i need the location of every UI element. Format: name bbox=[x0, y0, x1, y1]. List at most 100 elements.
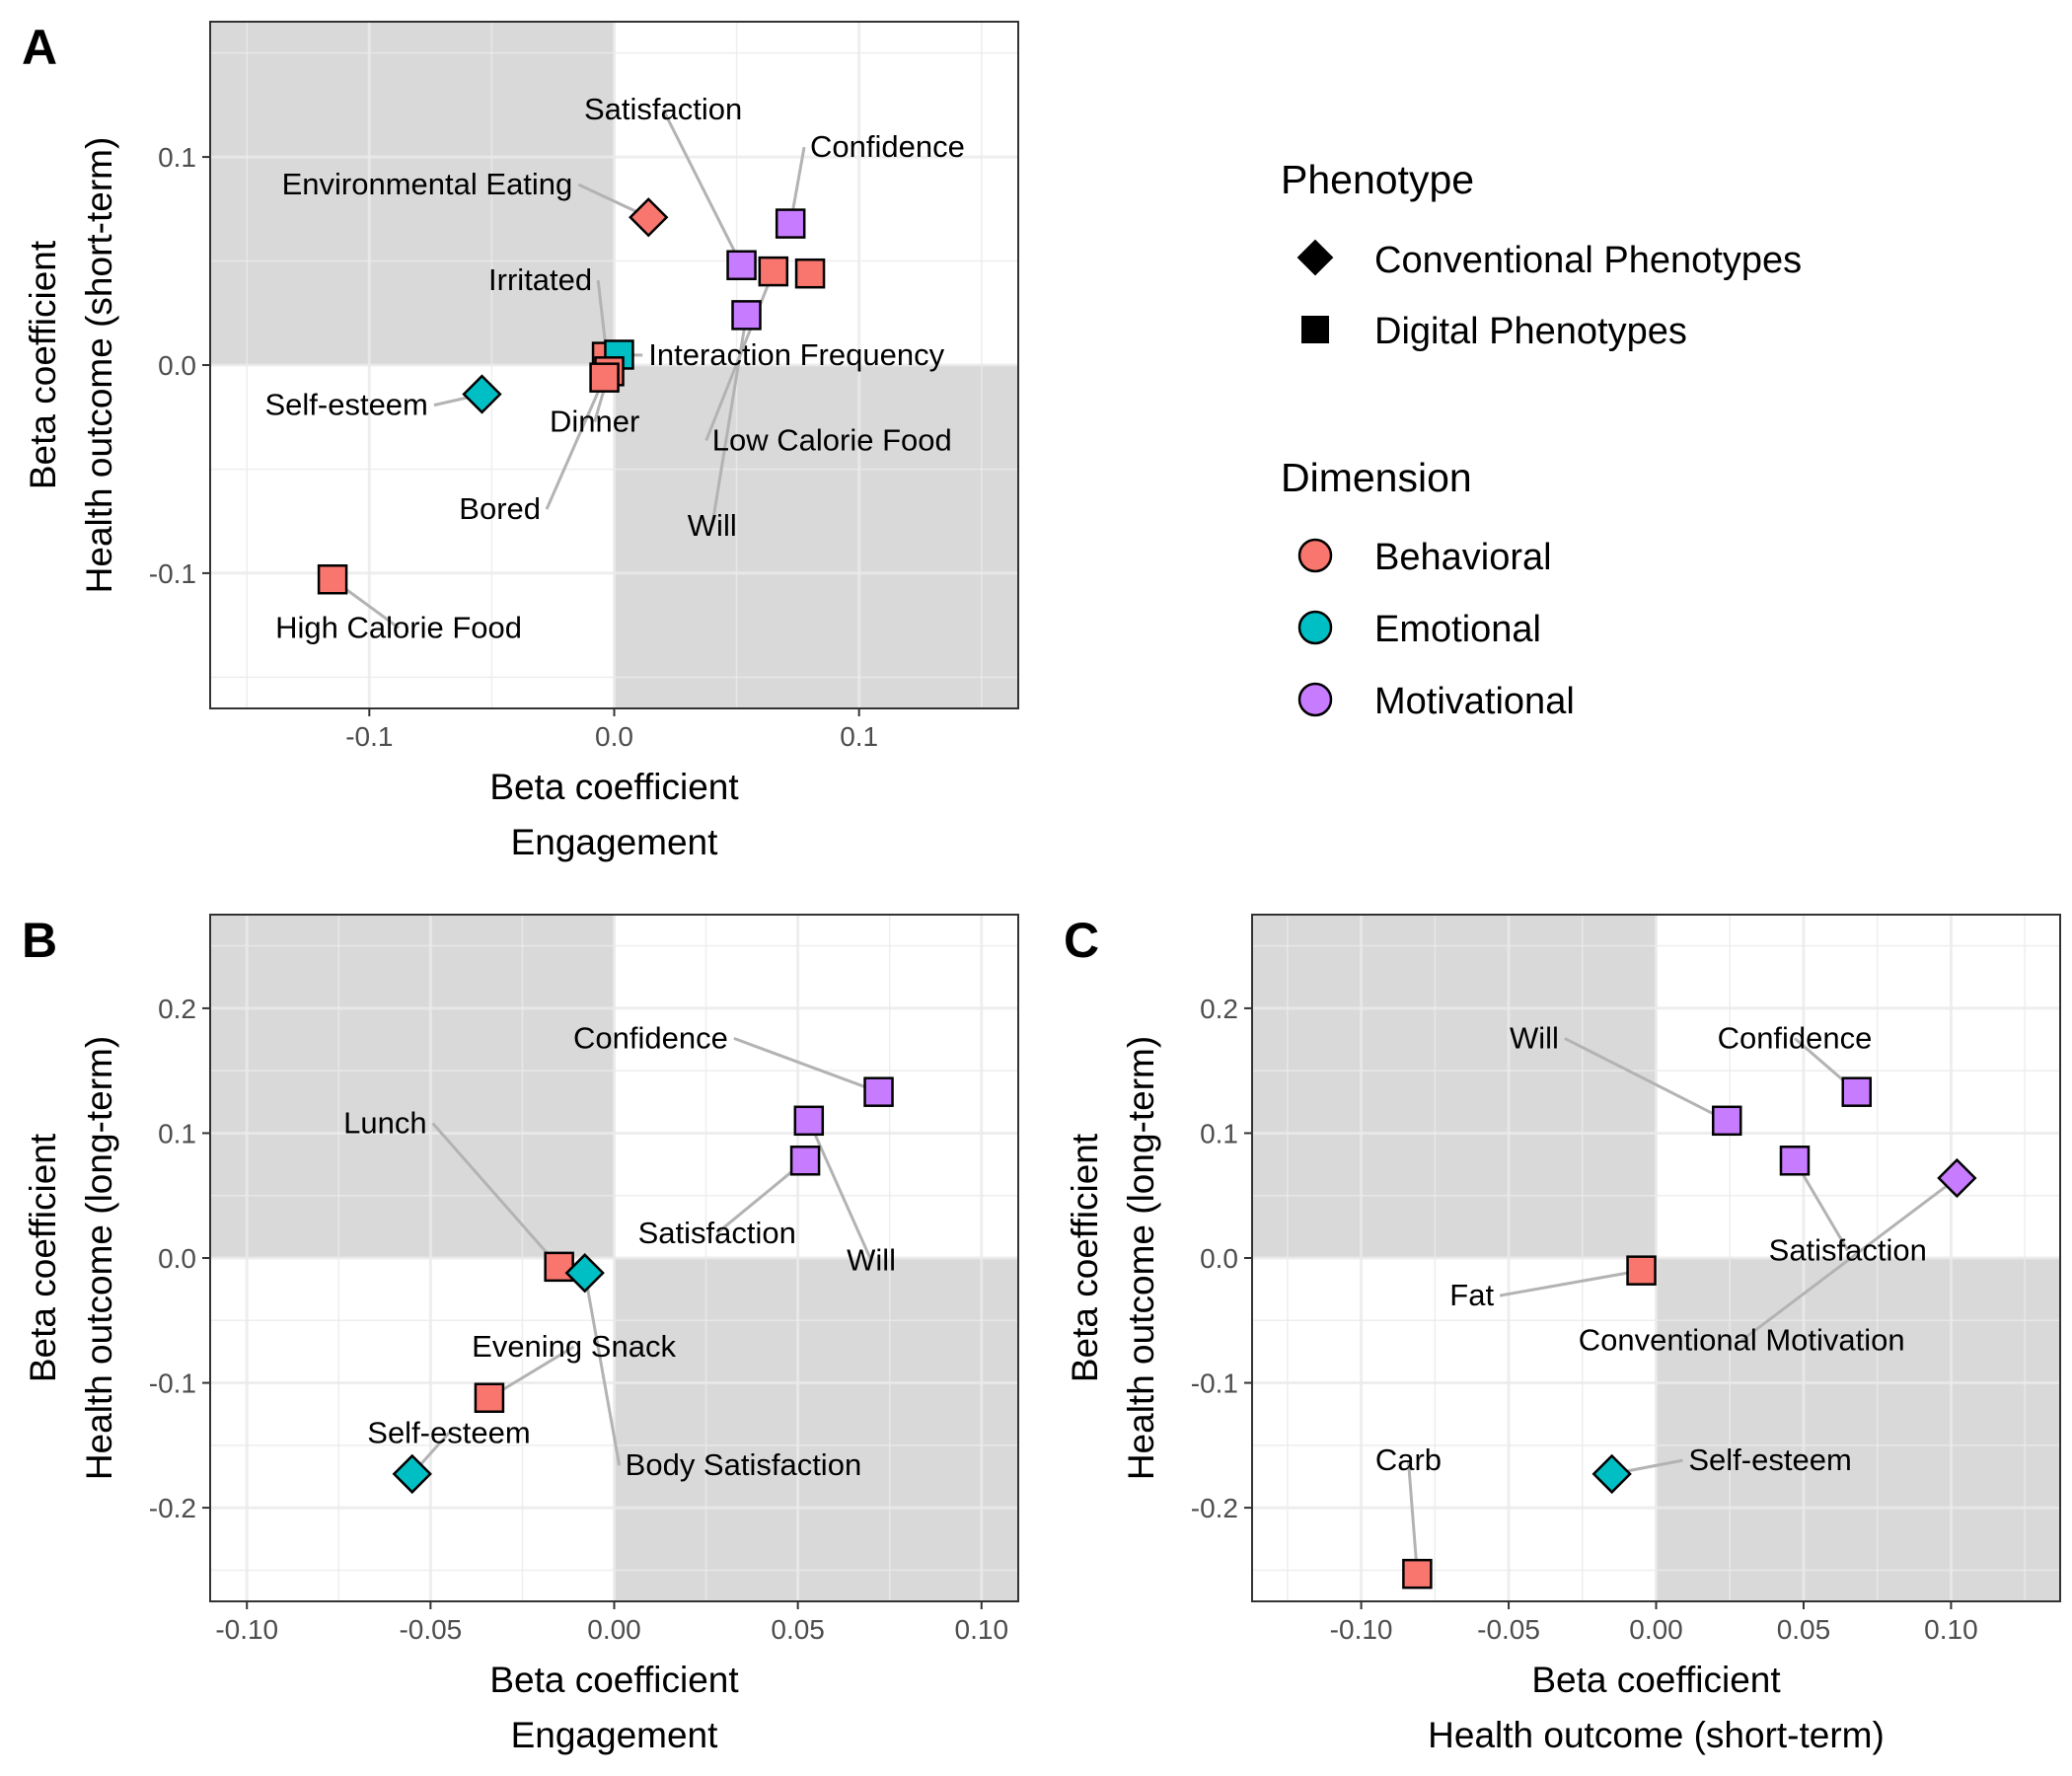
y-tick-label: 0.0 bbox=[158, 1243, 196, 1274]
point-label-evening-snack: Evening Snack bbox=[472, 1329, 676, 1364]
point-label-dinner: Dinner bbox=[550, 404, 639, 438]
legend-dimension-behavioral: Behavioral bbox=[1374, 537, 1552, 578]
legend-motivational-circle-icon bbox=[1297, 682, 1333, 717]
point-square-confidence bbox=[863, 1076, 894, 1107]
y-tick-label: -0.1 bbox=[149, 558, 196, 589]
point-label-satisfaction: Satisfaction bbox=[1769, 1233, 1927, 1268]
point-label-will: Will bbox=[1510, 1020, 1559, 1055]
quadrant-shade-bottom-right bbox=[1656, 1258, 2060, 1601]
x-axis-title-line1: Beta coefficient bbox=[489, 1660, 739, 1700]
panel-a: -0.1 0.0 0.1 -0.1 0.0 0.1 Beta coefficient Enga… bbox=[23, 21, 1019, 862]
x-tick-label: 0.05 bbox=[771, 1614, 825, 1645]
panels-group: -0.1 0.0 0.1 -0.1 0.0 0.1 Beta coefficient Enga… bbox=[23, 21, 2061, 1755]
panel-b: -0.10 -0.05 0.00 0.05 0.10 -0.2 -0.1 0.0 0.1 0.2 B… bbox=[23, 914, 1019, 1755]
y-tick-label: -0.2 bbox=[149, 1493, 196, 1523]
quadrant-shade-top-left bbox=[1252, 915, 1657, 1258]
point-square-high-calorie-food bbox=[317, 563, 348, 595]
leader-line-lunch bbox=[431, 1122, 560, 1268]
leader-line-will bbox=[807, 1120, 873, 1262]
y-tick-label: -0.1 bbox=[1191, 1369, 1238, 1399]
x-axis-title-line2: Engagement bbox=[511, 822, 719, 862]
y-axis-title-line2: Health outcome (long-term) bbox=[1121, 1036, 1161, 1480]
y-axis-title-line2: Health outcome (short-term) bbox=[79, 137, 119, 594]
point-label-will: Will bbox=[688, 508, 737, 543]
legend: Phenotype Conventional Phenotypes Digita… bbox=[1281, 157, 1802, 722]
y-axis-title-line1: Beta coefficient bbox=[23, 1133, 63, 1382]
legend-dimension-title: Dimension bbox=[1281, 455, 1472, 500]
point-diamond-environmental-eating bbox=[629, 197, 669, 238]
point-label-self-esteem: Self-esteem bbox=[367, 1415, 530, 1449]
y-axis-title-line2: Health outcome (long-term) bbox=[79, 1036, 119, 1480]
x-axis-title-line1: Beta coefficient bbox=[489, 767, 739, 807]
point-label-carb: Carb bbox=[1375, 1443, 1442, 1477]
leader-line-fat bbox=[1499, 1269, 1642, 1297]
y-tick-label: 0.0 bbox=[1200, 1243, 1238, 1274]
legend-emotional-circle-icon bbox=[1297, 610, 1333, 645]
point-label-satisfaction: Satisfaction bbox=[584, 92, 742, 126]
point-label-high-calorie-food: High Calorie Food bbox=[275, 610, 522, 644]
point-square-will bbox=[1711, 1105, 1742, 1137]
x-tick-label: -0.10 bbox=[1330, 1614, 1393, 1645]
point-label-conventional-motivation: Conventional Motivation bbox=[1579, 1323, 1905, 1358]
panel-letter-a: A bbox=[22, 20, 57, 75]
point-square-confidence bbox=[1841, 1076, 1873, 1107]
x-tick-label: 0.00 bbox=[1629, 1614, 1683, 1645]
legend-phenotype-title: Phenotype bbox=[1281, 157, 1474, 202]
point-square-evening-snack bbox=[474, 1382, 505, 1413]
x-tick-label: -0.10 bbox=[215, 1614, 278, 1645]
x-tick-label: 0.00 bbox=[587, 1614, 641, 1645]
point-diamond-self-esteem bbox=[1591, 1453, 1632, 1495]
x-tick-label: 0.05 bbox=[1777, 1614, 1831, 1645]
x-tick-label: 0.10 bbox=[1924, 1614, 1978, 1645]
legend-phenotype-digital: Digital Phenotypes bbox=[1374, 311, 1687, 352]
point-label-will: Will bbox=[847, 1243, 896, 1278]
point-diamond-conventional-motivation bbox=[1937, 1157, 1977, 1199]
leader-line-body-satisfaction bbox=[583, 1272, 622, 1466]
x-axis-title-line1: Beta coefficient bbox=[1531, 1660, 1781, 1700]
leader-line-carb bbox=[1406, 1460, 1419, 1575]
point-square-satisfaction bbox=[789, 1146, 821, 1176]
point-label-self-esteem: Self-esteem bbox=[264, 388, 427, 422]
legend-phenotype-conventional: Conventional Phenotypes bbox=[1374, 240, 1802, 281]
point-label-satisfaction: Satisfaction bbox=[638, 1216, 796, 1250]
point-diamond-self-esteem bbox=[392, 1453, 432, 1495]
leader-line-will bbox=[1564, 1037, 1728, 1123]
y-tick-label: 0.1 bbox=[158, 1118, 196, 1148]
point-square-low-calorie-food bbox=[758, 256, 789, 287]
point-label-irritated: Irritated bbox=[488, 262, 592, 297]
legend-square-icon bbox=[1301, 316, 1329, 343]
y-tick-label: 0.2 bbox=[158, 994, 196, 1024]
point-square-satisfaction bbox=[1779, 1146, 1811, 1176]
point-diamond-self-esteem bbox=[462, 374, 502, 414]
point-square-frequency bbox=[794, 258, 826, 289]
x-axis-title-line2: Engagement bbox=[511, 1715, 719, 1755]
point-square-carb bbox=[1402, 1558, 1433, 1590]
x-tick-label: 0.10 bbox=[955, 1614, 1009, 1645]
point-label-self-esteem: Self-esteem bbox=[1688, 1443, 1851, 1477]
point-label-interaction-frequency: Interaction Frequency bbox=[648, 337, 944, 372]
y-tick-label: -0.2 bbox=[1191, 1493, 1238, 1523]
x-tick-label: -0.05 bbox=[1477, 1614, 1540, 1645]
legend-dimension-emotional: Emotional bbox=[1374, 609, 1541, 650]
quadrant-shade-bottom-right bbox=[614, 365, 1018, 708]
panel-c: -0.10 -0.05 0.00 0.05 0.10 -0.2 -0.1 0.0 0.1 0.2 B… bbox=[1065, 914, 2061, 1755]
leader-line-confidence bbox=[733, 1036, 880, 1094]
legend-behavioral-circle-icon bbox=[1297, 538, 1333, 573]
legend-diamond-icon bbox=[1296, 239, 1334, 276]
x-tick-label: 0.0 bbox=[595, 721, 633, 752]
point-label-low-calorie-food: Low Calorie Food bbox=[712, 422, 952, 457]
quadrant-shade-bottom-right bbox=[614, 1258, 1018, 1601]
point-label-environmental-eating: Environmental Eating bbox=[282, 167, 573, 201]
point-square-bored bbox=[589, 362, 620, 393]
panel-letter-b: B bbox=[22, 913, 57, 968]
y-tick-label: 0.0 bbox=[158, 350, 196, 381]
point-label-fat: Fat bbox=[1449, 1278, 1494, 1312]
legend-dimension-motivational: Motivational bbox=[1374, 681, 1575, 722]
leader-line-will bbox=[710, 315, 748, 527]
y-axis-title-line1: Beta coefficient bbox=[1065, 1133, 1105, 1382]
x-tick-label: 0.1 bbox=[840, 721, 878, 752]
point-label-bored: Bored bbox=[459, 491, 541, 526]
y-tick-label: 0.1 bbox=[1200, 1118, 1238, 1148]
point-square-will bbox=[793, 1105, 825, 1137]
